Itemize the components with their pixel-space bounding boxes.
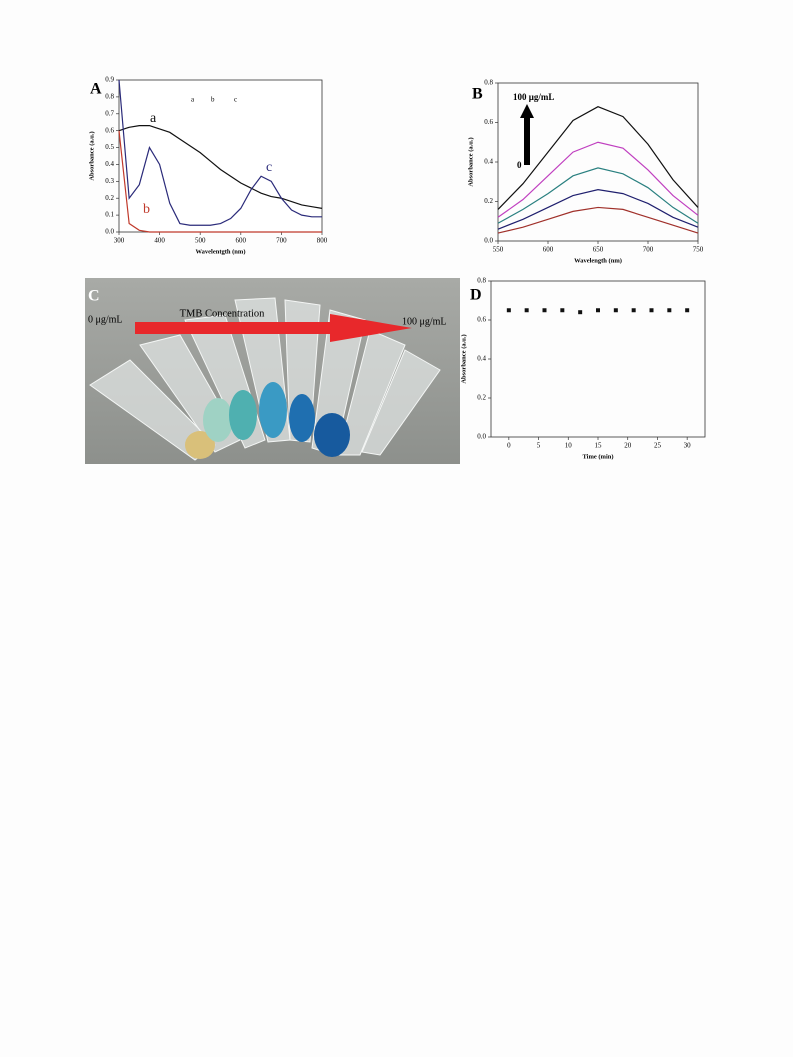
inset-label: b <box>211 96 215 104</box>
x-tick-label: 300 <box>114 237 125 245</box>
tube-liquid <box>259 382 287 438</box>
y-tick-label: 0.0 <box>105 228 114 236</box>
inset-label: a <box>191 96 195 104</box>
x-tick-label: 700 <box>276 237 287 245</box>
point <box>613 308 618 313</box>
point <box>631 308 636 313</box>
point <box>596 308 600 313</box>
y-tick-label: 0.4 <box>105 160 114 168</box>
plot-frame <box>490 280 706 438</box>
x-tick-label: 500 <box>195 237 206 245</box>
annotation: c <box>266 160 272 175</box>
curve <box>497 106 699 210</box>
x-tick-label: 20 <box>624 442 632 450</box>
point <box>649 308 654 313</box>
trend-arrow <box>520 104 534 165</box>
annotation: a <box>150 111 157 126</box>
y-tick-label: 0.3 <box>105 177 114 185</box>
x-tick-label: 5 <box>537 442 541 450</box>
y-tick-label: 0.2 <box>105 194 114 202</box>
tube-liquid <box>289 394 315 442</box>
y-tick-label: 0.1 <box>105 211 114 219</box>
x-tick-label: 0 <box>507 442 511 450</box>
panel-label: B <box>472 86 483 103</box>
y-tick-label: 0.7 <box>105 109 114 117</box>
x-axis-title: Time (min) <box>582 453 613 460</box>
point <box>560 308 565 313</box>
y-tick-label: 0.5 <box>105 143 114 151</box>
tube-liquid <box>203 398 233 442</box>
point <box>667 308 672 313</box>
point <box>506 308 511 313</box>
point <box>685 308 690 313</box>
x-tick-label: 10 <box>565 442 573 450</box>
tube-liquid <box>185 431 215 459</box>
x-axis-title: Wavelength (nm) <box>574 257 622 264</box>
y-tick-label: 0.6 <box>105 126 114 134</box>
y-tick-label: 0.4 <box>484 158 493 166</box>
curve <box>118 79 322 226</box>
x-tick-label: 30 <box>684 442 692 450</box>
point <box>578 310 583 315</box>
y-axis-title: Absorbance (a.u.) <box>460 334 467 383</box>
y-tick-label: 0.4 <box>477 355 486 363</box>
x-tick-label: 400 <box>154 237 165 245</box>
x-tick-label: 750 <box>693 246 704 254</box>
point <box>524 308 529 313</box>
y-tick-label: 0.6 <box>477 316 486 324</box>
photo-panel: C 0 μg/mL TMB Concentration 100 μg/mL <box>85 278 460 464</box>
curve <box>118 125 323 209</box>
x-tick-label: 650 <box>593 246 604 254</box>
y-axis-title: Absorbance (a.u.) <box>467 137 474 186</box>
end-label: 100 μg/mL <box>402 316 447 327</box>
y-tick-label: 0.0 <box>477 433 486 441</box>
curve <box>497 167 699 224</box>
x-tick-label: 800 <box>317 237 328 245</box>
x-tick-label: 15 <box>595 442 603 450</box>
x-tick-label: 600 <box>543 246 554 254</box>
panel-label: D <box>470 287 482 304</box>
annotation: 0 <box>517 160 522 170</box>
curve <box>497 189 699 230</box>
tube-liquid <box>229 390 257 440</box>
annotation: 100 μg/mL <box>513 92 554 102</box>
curve <box>118 130 322 233</box>
x-tick-label: 550 <box>493 246 504 254</box>
inset-label: c <box>234 96 237 104</box>
y-tick-label: 0.8 <box>484 79 493 87</box>
y-axis-title: Absorbance (a.u.) <box>88 131 95 180</box>
y-tick-label: 0.2 <box>484 197 493 205</box>
x-tick-label: 700 <box>643 246 654 254</box>
y-tick-label: 0.0 <box>484 237 493 245</box>
y-tick-label: 0.8 <box>105 92 114 100</box>
point <box>542 308 547 313</box>
panel-label: C <box>88 288 100 305</box>
annotation: b <box>143 202 150 217</box>
curve <box>497 141 699 218</box>
y-tick-label: 0.6 <box>484 118 493 126</box>
x-tick-label: 600 <box>236 237 247 245</box>
y-tick-label: 0.8 <box>477 277 486 285</box>
curve <box>497 206 699 234</box>
y-tick-label: 0.9 <box>105 76 114 84</box>
x-tick-label: 25 <box>654 442 662 450</box>
x-axis-title: Wavelentgth (nm) <box>195 248 245 255</box>
arrow-label: TMB Concentration <box>180 308 266 319</box>
start-label: 0 μg/mL <box>88 314 123 325</box>
panel-label: A <box>90 81 102 98</box>
tube-liquid <box>314 413 350 457</box>
y-tick-label: 0.2 <box>477 394 486 402</box>
concentration-arrow <box>135 314 412 342</box>
